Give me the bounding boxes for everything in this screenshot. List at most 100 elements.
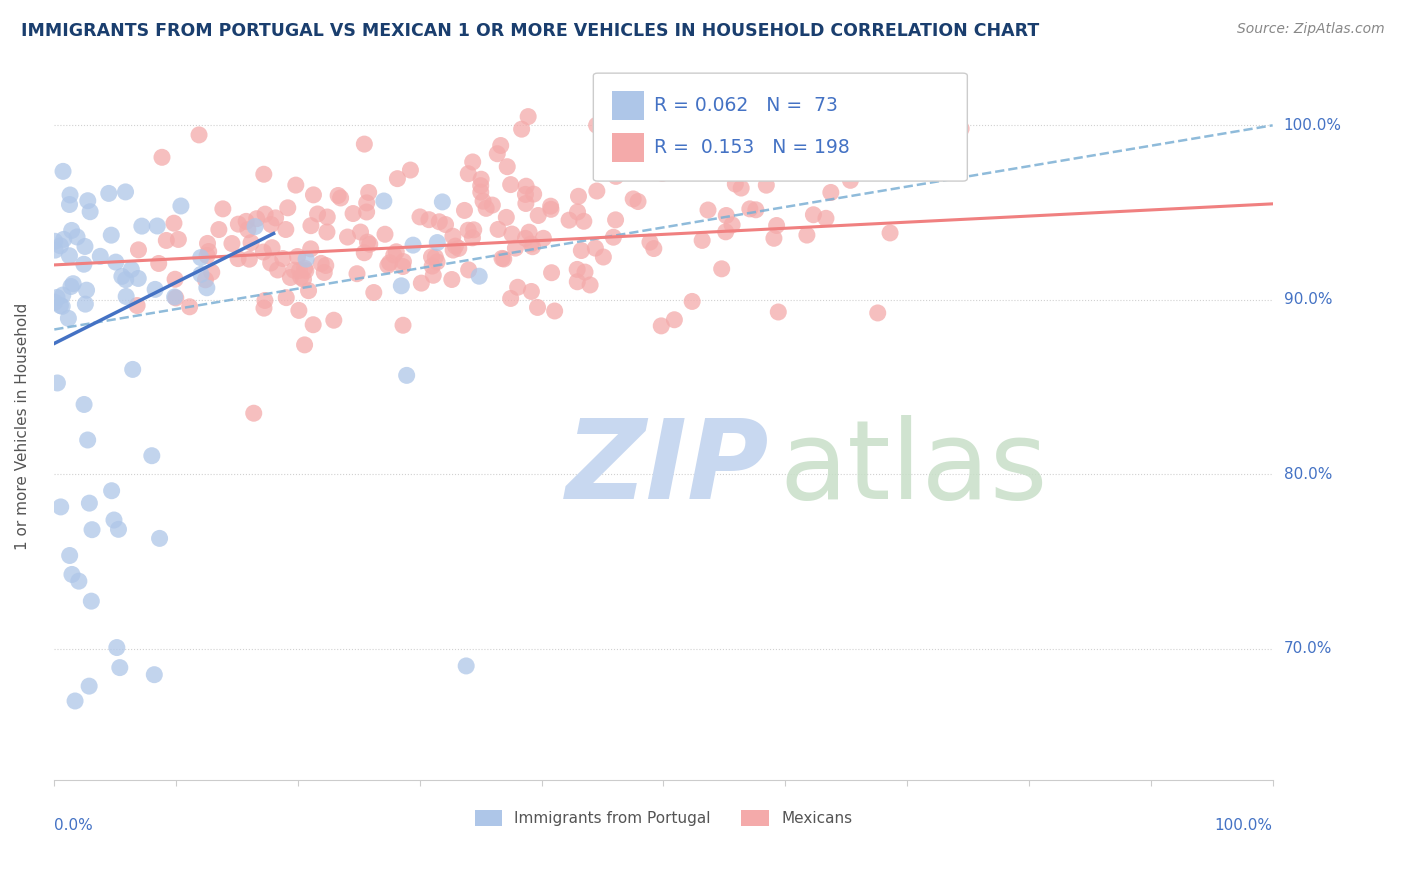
Text: 100.0%: 100.0% <box>1215 819 1272 833</box>
Point <box>252 245 274 260</box>
Point <box>356 205 378 219</box>
Point <box>616 144 638 158</box>
Point <box>114 273 136 287</box>
Point <box>520 236 543 251</box>
Point <box>389 278 412 293</box>
Point <box>456 659 478 673</box>
Point <box>322 313 344 327</box>
Point <box>543 304 565 318</box>
Point <box>143 667 166 681</box>
Point <box>461 155 484 169</box>
Point <box>420 259 443 273</box>
Point <box>260 256 283 270</box>
Point <box>277 201 299 215</box>
Point <box>349 225 371 239</box>
Point <box>472 194 495 209</box>
Point <box>329 191 352 205</box>
Point <box>292 272 315 286</box>
Point <box>420 250 443 264</box>
Point <box>470 185 492 199</box>
Point <box>226 252 249 266</box>
Point <box>517 225 540 239</box>
Point <box>276 291 298 305</box>
Point <box>326 188 349 202</box>
Point <box>49 500 72 514</box>
Point <box>240 235 263 250</box>
Text: 100.0%: 100.0% <box>1284 118 1341 133</box>
Point <box>457 263 479 277</box>
Point <box>392 318 415 333</box>
Point <box>806 143 828 157</box>
Point <box>58 249 80 263</box>
Point <box>201 265 224 279</box>
Point <box>499 292 522 306</box>
Point <box>59 549 82 563</box>
Point <box>651 166 673 180</box>
Point <box>76 283 98 297</box>
Point <box>499 178 522 192</box>
Point <box>745 202 768 217</box>
Point <box>489 138 512 153</box>
Point <box>567 262 589 277</box>
Point <box>44 243 66 257</box>
Point <box>336 230 359 244</box>
Point <box>262 241 284 255</box>
Point <box>267 263 290 277</box>
Point <box>290 270 312 285</box>
Point <box>100 228 122 243</box>
Point <box>506 280 529 294</box>
Point <box>444 239 467 253</box>
Point <box>195 281 218 295</box>
Point <box>523 187 546 202</box>
Point <box>253 301 276 315</box>
Point <box>221 236 243 251</box>
Point <box>409 210 432 224</box>
Point <box>515 187 537 202</box>
Point <box>63 694 86 708</box>
Point <box>495 211 517 225</box>
Point <box>481 198 503 212</box>
Point <box>76 433 98 447</box>
Point <box>148 532 170 546</box>
Point <box>243 219 266 234</box>
Point <box>441 243 464 257</box>
Point <box>569 244 592 258</box>
Point <box>648 145 671 159</box>
Point <box>399 163 422 178</box>
Point <box>67 574 90 589</box>
Point <box>170 199 193 213</box>
Point <box>302 187 325 202</box>
Point <box>66 230 89 244</box>
Point <box>796 228 818 243</box>
Point <box>496 160 519 174</box>
Point <box>432 194 454 209</box>
Point <box>111 269 134 284</box>
Point <box>294 261 316 276</box>
Point <box>316 210 339 224</box>
Point <box>242 406 264 420</box>
Text: atlas: atlas <box>779 415 1047 522</box>
Point <box>602 230 624 244</box>
Point <box>236 222 259 236</box>
Point <box>150 150 173 164</box>
Point <box>768 305 790 319</box>
Point <box>197 244 219 259</box>
Point <box>426 235 449 250</box>
Point <box>540 266 562 280</box>
Point <box>274 222 297 236</box>
Point <box>567 205 589 219</box>
Point <box>359 237 381 252</box>
Point <box>235 214 257 228</box>
Point <box>579 277 602 292</box>
Point <box>879 226 901 240</box>
Point <box>52 164 75 178</box>
Point <box>486 222 509 236</box>
Point <box>190 251 212 265</box>
Point <box>648 154 671 169</box>
Point <box>374 227 396 242</box>
Point <box>288 303 311 318</box>
Point <box>143 282 166 296</box>
Text: IMMIGRANTS FROM PORTUGAL VS MEXICAN 1 OR MORE VEHICLES IN HOUSEHOLD CORRELATION : IMMIGRANTS FROM PORTUGAL VS MEXICAN 1 OR… <box>21 22 1039 40</box>
Point <box>950 121 973 136</box>
Point <box>697 202 720 217</box>
